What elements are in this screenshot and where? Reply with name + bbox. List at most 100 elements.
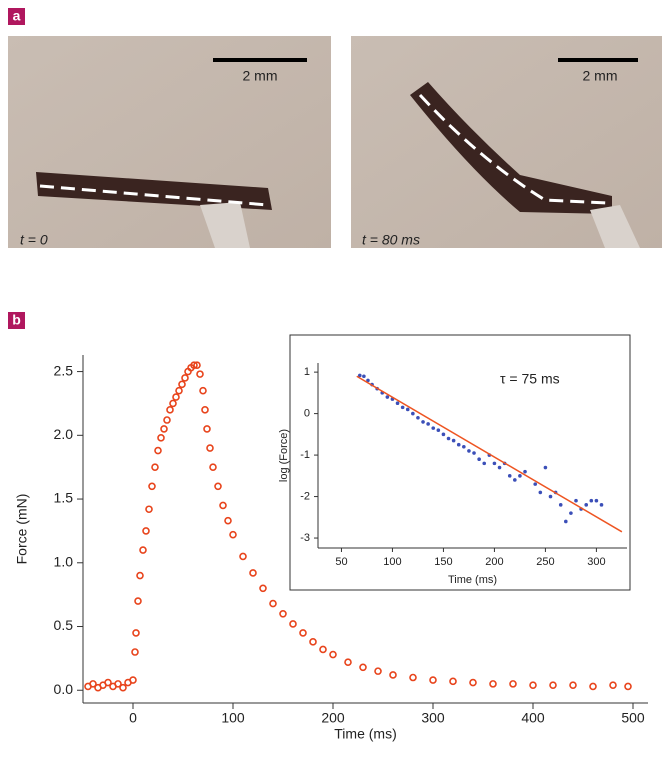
annotation: τ = 75 ms [500, 371, 560, 387]
x-tick-label: 50 [335, 556, 347, 568]
data-point [472, 451, 476, 455]
x-tick-label: 500 [621, 710, 645, 726]
data-point [114, 680, 122, 688]
panel-label: b [12, 312, 21, 328]
data-point [409, 673, 417, 682]
data-point [467, 449, 471, 453]
data-point [172, 393, 180, 401]
data-point [374, 667, 382, 675]
data-point [319, 645, 327, 654]
data-point [229, 530, 237, 539]
y-tick-label: 1.5 [54, 490, 74, 506]
x-tick-label: 200 [485, 556, 503, 568]
data-point [139, 546, 147, 554]
data-point [400, 405, 405, 410]
data-point [385, 395, 390, 399]
data-point [203, 425, 211, 433]
x-tick-label: 100 [221, 710, 245, 726]
y-tick-label: -3 [300, 532, 310, 544]
x-axis-label: Time (ms) [334, 726, 396, 742]
y-axis-label: log (Force) [278, 429, 290, 482]
panel-label-box [8, 8, 25, 25]
data-point [309, 638, 317, 646]
data-point [104, 678, 112, 687]
time-label: t = 0 [20, 232, 48, 248]
data-point [574, 498, 578, 503]
data-point [469, 678, 477, 687]
midline [418, 93, 609, 205]
data-point [482, 461, 487, 466]
data-point [359, 663, 367, 672]
scale-label: 2 mm [243, 68, 278, 84]
data-point [166, 406, 174, 414]
data-point [462, 444, 466, 449]
y-axis-label: Force (mN) [14, 494, 30, 565]
data-point [569, 681, 577, 689]
data-point [389, 671, 397, 679]
data-point [163, 416, 171, 424]
y-tick-label: 0.5 [54, 617, 74, 633]
data-point [599, 503, 604, 507]
panel-label-box [8, 312, 25, 329]
data-point [395, 401, 400, 406]
data-point [344, 658, 352, 667]
data-point [178, 380, 186, 389]
data-point [157, 434, 165, 442]
data-point [436, 428, 441, 432]
clamp [200, 202, 250, 248]
data-point [289, 620, 297, 628]
data-point [366, 378, 370, 383]
y-tick-label: 0 [304, 408, 310, 420]
x-tick-label: 400 [521, 710, 545, 726]
data-point [193, 361, 201, 369]
fit-line [356, 375, 623, 533]
data-point [132, 629, 140, 637]
data-point [497, 465, 502, 470]
data-point [558, 503, 563, 507]
y-tick-label: 2.5 [54, 362, 74, 378]
y-tick-label: 1 [304, 366, 310, 378]
data-point [548, 494, 553, 499]
data-point [507, 474, 512, 478]
data-point [538, 490, 543, 495]
data-point [249, 569, 257, 577]
x-tick-label: 100 [383, 556, 401, 568]
data-point [239, 552, 247, 561]
data-point [209, 463, 217, 471]
data-point [224, 516, 232, 525]
data-point [421, 420, 425, 424]
x-tick-label: 300 [587, 556, 605, 568]
data-point [569, 511, 573, 515]
data-point [199, 386, 207, 395]
data-point [411, 411, 415, 416]
data-point [329, 650, 337, 659]
y-tick-label: 2.0 [54, 426, 74, 442]
x-tick-label: 250 [536, 556, 554, 568]
data-point [489, 680, 497, 688]
data-point [219, 501, 227, 510]
data-point [154, 446, 162, 455]
y-tick-label: 0.0 [54, 681, 74, 697]
panel-label: a [13, 8, 21, 24]
data-point [449, 677, 457, 686]
clamp [590, 205, 640, 248]
photo [8, 36, 331, 248]
data-point [145, 505, 153, 514]
data-point [259, 584, 267, 593]
x-tick-label: 0 [129, 710, 137, 726]
data-point [456, 442, 461, 447]
data-point [624, 682, 632, 691]
data-point [431, 426, 436, 430]
data-point [362, 374, 366, 379]
data-point [416, 415, 420, 420]
midline [39, 184, 269, 207]
data-point [129, 676, 137, 684]
data-point [477, 457, 481, 462]
data-point [89, 680, 97, 688]
data-point [529, 681, 537, 689]
data-point [584, 503, 589, 507]
data-point [119, 683, 127, 692]
data-point [451, 438, 456, 443]
x-tick-label: 200 [321, 710, 345, 726]
